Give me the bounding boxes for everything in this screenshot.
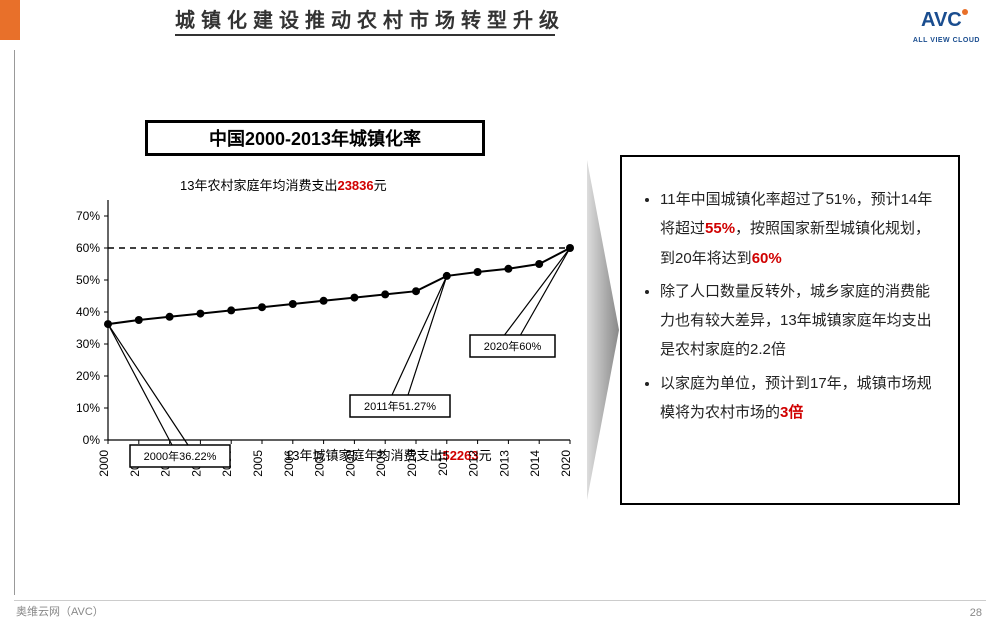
svg-text:2008: 2008 [343, 450, 357, 477]
text-panel: 11年中国城镇化率超过了51%，预计14年将超过55%，按照国家新型城镇化规划，… [620, 155, 960, 505]
svg-text:AVC: AVC [921, 9, 962, 31]
svg-text:2020: 2020 [559, 450, 573, 477]
svg-text:2011年51.27%: 2011年51.27% [364, 399, 436, 413]
chart-area: 中国2000-2013年城镇化率 13年农村家庭年均消费支出23836元 13年… [60, 120, 585, 540]
svg-text:20%: 20% [76, 369, 100, 383]
page-number: 28 [970, 607, 982, 619]
svg-text:2000年36.22%: 2000年36.22% [144, 449, 217, 463]
bullet-item: 11年中国城镇化率超过了51%，预计14年将超过55%，按照国家新型城镇化规划，… [660, 185, 940, 273]
bullet-item: 除了人口数量反转外，城乡家庭的消费能力也有较大差异，13年城镇家庭年均支出是农村… [660, 277, 940, 365]
svg-text:2014: 2014 [528, 450, 542, 477]
svg-text:2000: 2000 [97, 450, 111, 477]
footer-left: 奥维云网（AVC） [16, 603, 104, 619]
title-bar: 城镇化建设推动农村市场转型升级 AVC ALL VIEW CLOUD [0, 0, 1000, 40]
svg-text:2007: 2007 [313, 450, 327, 477]
chart-title: 中国2000-2013年城镇化率 [145, 120, 485, 156]
svg-text:2006: 2006 [282, 450, 296, 477]
svg-text:60%: 60% [76, 241, 100, 255]
arrow-icon [585, 160, 621, 505]
avc-logo-icon: AVC [921, 4, 971, 32]
svg-text:2020年60%: 2020年60% [484, 339, 542, 353]
title-accent [0, 0, 20, 40]
svg-text:2011: 2011 [436, 450, 450, 476]
logo: AVC ALL VIEW CLOUD [913, 4, 980, 44]
svg-text:40%: 40% [76, 305, 100, 319]
svg-text:10%: 10% [76, 401, 100, 415]
svg-text:0%: 0% [83, 433, 101, 447]
svg-text:2010: 2010 [405, 450, 419, 477]
left-rule [14, 50, 15, 595]
svg-text:30%: 30% [76, 337, 100, 351]
title-underline [175, 34, 555, 36]
page-title: 城镇化建设推动农村市场转型升级 [175, 4, 565, 33]
svg-text:2012: 2012 [467, 450, 481, 477]
svg-text:2013: 2013 [497, 450, 511, 477]
bullet-list: 11年中国城镇化率超过了51%，预计14年将超过55%，按照国家新型城镇化规划，… [640, 185, 940, 427]
svg-text:2009: 2009 [374, 450, 388, 477]
bullet-item: 以家庭为单位，预计到17年，城镇市场规模将为农村市场的3倍 [660, 369, 940, 428]
svg-text:50%: 50% [76, 273, 100, 287]
svg-text:70%: 70% [76, 209, 100, 223]
svg-text:2005: 2005 [251, 450, 265, 477]
logo-text: ALL VIEW CLOUD [913, 37, 980, 44]
line-chart: 0%10%20%30%40%50%60%70%20002001200220032… [60, 190, 580, 500]
footer-line [14, 600, 986, 601]
